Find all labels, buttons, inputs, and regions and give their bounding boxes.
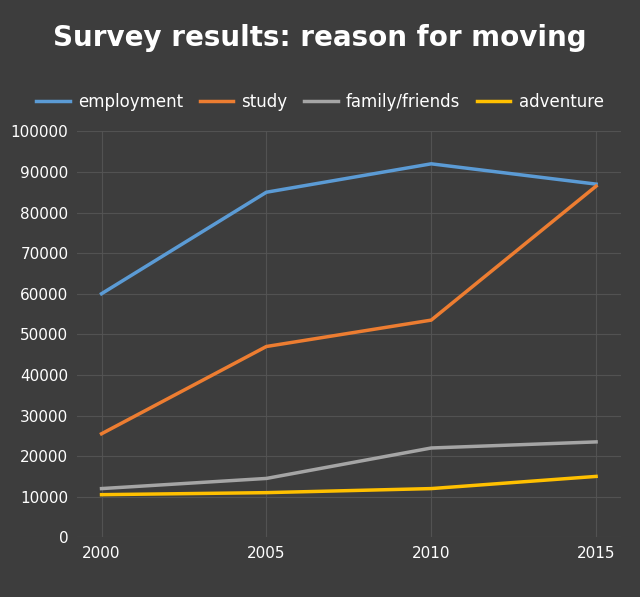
adventure	[592, 473, 600, 480]
adventure	[428, 485, 435, 492]
study	[428, 316, 435, 324]
adventure	[262, 489, 270, 496]
family/friends	[98, 485, 106, 492]
study	[262, 343, 270, 350]
employment	[262, 189, 270, 196]
Line: adventure: adventure	[102, 476, 596, 495]
family/friends	[262, 475, 270, 482]
family/friends	[428, 444, 435, 451]
Text: Survey results: reason for moving: Survey results: reason for moving	[53, 24, 587, 52]
employment	[428, 160, 435, 167]
Line: study: study	[102, 186, 596, 434]
family/friends	[592, 438, 600, 445]
Line: employment: employment	[102, 164, 596, 294]
Line: family/friends: family/friends	[102, 442, 596, 488]
study	[98, 430, 106, 438]
study	[592, 183, 600, 190]
employment	[592, 180, 600, 187]
employment	[98, 290, 106, 297]
Legend: employment, study, family/friends, adventure: employment, study, family/friends, adven…	[29, 86, 611, 117]
adventure	[98, 491, 106, 498]
